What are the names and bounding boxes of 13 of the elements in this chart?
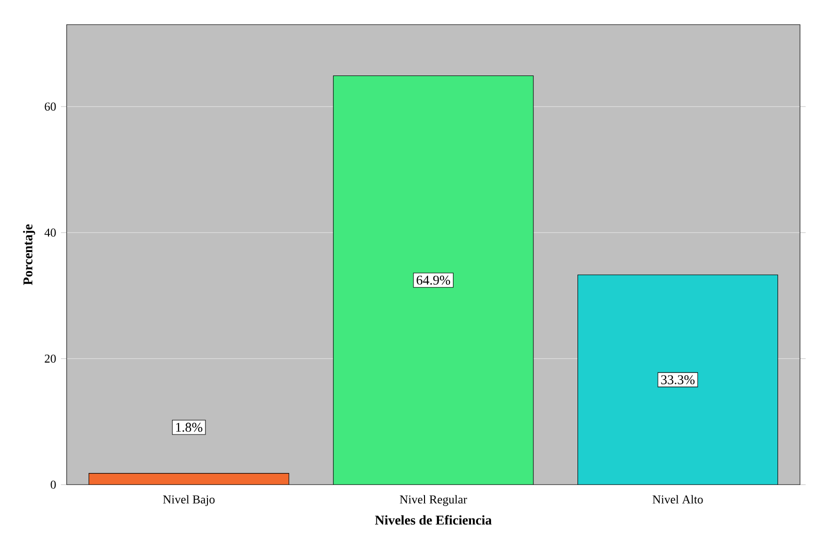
bar — [578, 274, 778, 485]
x-tick-label: Nivel Regular — [400, 495, 468, 506]
y-tick-label: 0 — [50, 480, 56, 489]
data-label: 33.3% — [661, 375, 695, 384]
data-label: 64.9% — [416, 276, 450, 285]
x-tick-label: Nivel Alto — [652, 495, 703, 504]
data-label: 1.8% — [176, 422, 202, 432]
y-tick-label: 20 — [44, 354, 56, 363]
x-tick-label: Nivel Bajo — [163, 495, 215, 506]
y-tick-label: 40 — [44, 228, 56, 237]
x-axis-title: Niveles de Eficiencia — [375, 515, 492, 525]
y-axis-title: Porcentaje — [23, 224, 36, 286]
y-tick-label: 60 — [44, 102, 56, 111]
